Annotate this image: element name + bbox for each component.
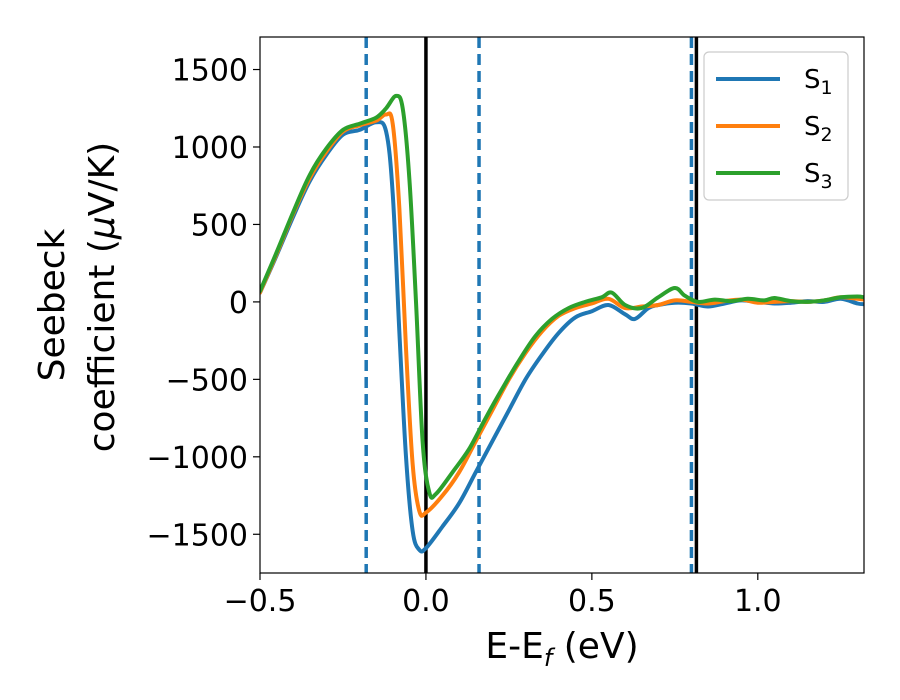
y-tick-label: 1500 <box>172 54 248 89</box>
y-tick-label: −1500 <box>147 518 248 553</box>
x-tick-label: 0.5 <box>568 584 616 619</box>
y-axis-label-text: coefficient ( <box>82 239 123 452</box>
series-line-s3 <box>260 93 864 500</box>
legend-label-s3: S3 <box>804 159 833 193</box>
legend-label-s2: S2 <box>804 112 833 146</box>
y-axis-label-mu: μ <box>82 216 123 240</box>
x-axis-label-unit: (eV) <box>552 626 638 667</box>
x-axis-label-main: E-E <box>485 626 543 667</box>
x-tick-label: −0.5 <box>224 584 297 619</box>
y-tick-label: 500 <box>191 208 248 243</box>
y-axis-label-line1: Seebeck <box>32 228 73 381</box>
legend-label-s1: S1 <box>804 65 833 99</box>
y-axis-label-line2: coefficient (μV/K) <box>82 142 123 452</box>
x-axis-ticks: −0.5 0.0 0.5 1.0 <box>224 573 782 619</box>
legend: S1 S2 S3 <box>703 51 849 201</box>
y-tick-label: 0 <box>229 286 248 321</box>
y-axis-ticks: 1500 1000 500 0 −500 −1000 −1500 <box>147 54 260 553</box>
x-axis-label: E-Ef (eV) <box>485 626 638 672</box>
y-tick-label: −500 <box>166 363 248 398</box>
y-tick-label: −1000 <box>147 441 248 476</box>
x-tick-label: 0.0 <box>402 584 450 619</box>
series-lines <box>260 93 864 554</box>
plot-frame <box>259 36 865 574</box>
y-tick-label: 1000 <box>172 131 248 166</box>
x-tick-label: 1.0 <box>734 584 782 619</box>
y-axis-label-unit: V/K) <box>82 142 123 216</box>
